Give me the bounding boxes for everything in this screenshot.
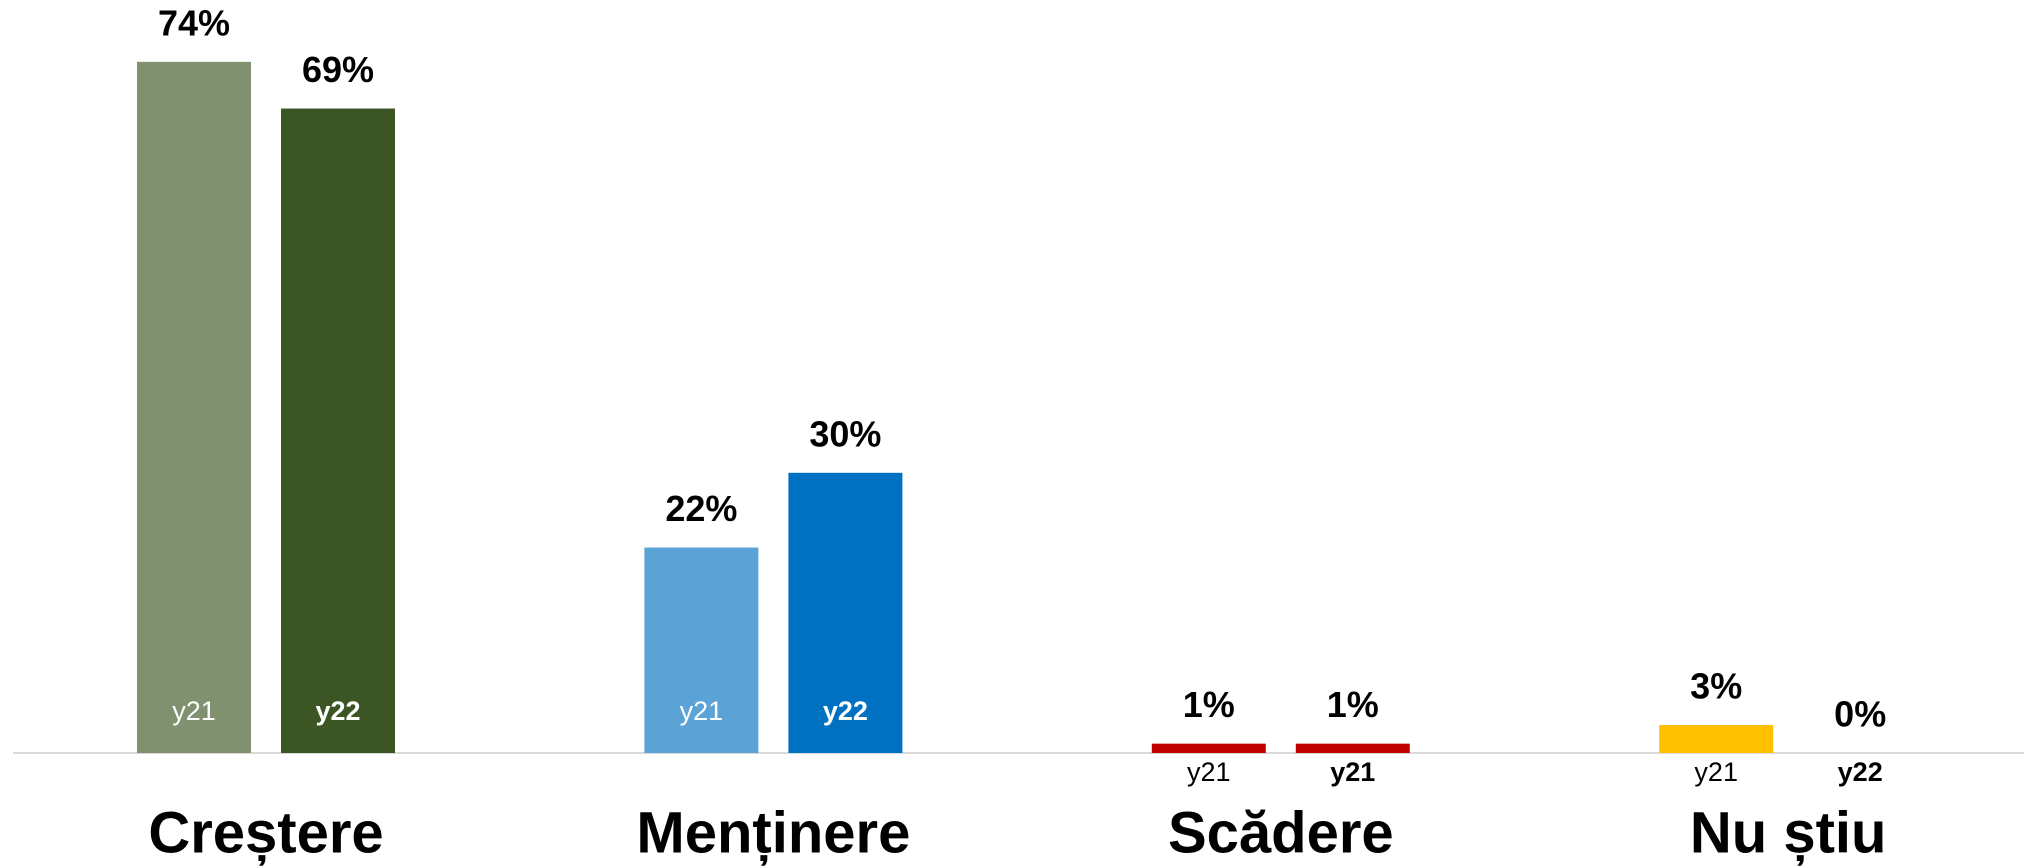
bar xyxy=(281,108,395,754)
category-label: Menținere xyxy=(636,800,910,866)
value-label: 74% xyxy=(158,2,230,43)
value-label: 3% xyxy=(1690,665,1742,706)
value-label: 1% xyxy=(1183,684,1235,725)
category-label: Creștere xyxy=(148,800,383,866)
bar xyxy=(1295,743,1410,753)
bar-label: y22 xyxy=(315,696,360,726)
bar xyxy=(788,472,903,753)
bar-label: y21 xyxy=(680,696,724,726)
bar-label: y22 xyxy=(823,696,868,726)
category-label: Nu știu xyxy=(1690,800,1887,866)
category-label: Scădere xyxy=(1168,800,1394,865)
value-label: 22% xyxy=(665,488,737,529)
value-label: 69% xyxy=(302,49,374,90)
bar-label: y21 xyxy=(1694,757,1738,787)
bar-label: y21 xyxy=(1330,757,1375,787)
bar xyxy=(1151,743,1266,753)
value-label: 30% xyxy=(809,413,881,454)
bar-label: y21 xyxy=(172,696,216,726)
bar xyxy=(644,547,759,753)
bar-label: y21 xyxy=(1187,757,1231,787)
bar xyxy=(1659,724,1774,753)
value-label: 1% xyxy=(1327,684,1379,725)
value-label: 0% xyxy=(1834,694,1886,735)
bar xyxy=(137,61,251,753)
bar-label: y22 xyxy=(1838,757,1883,787)
